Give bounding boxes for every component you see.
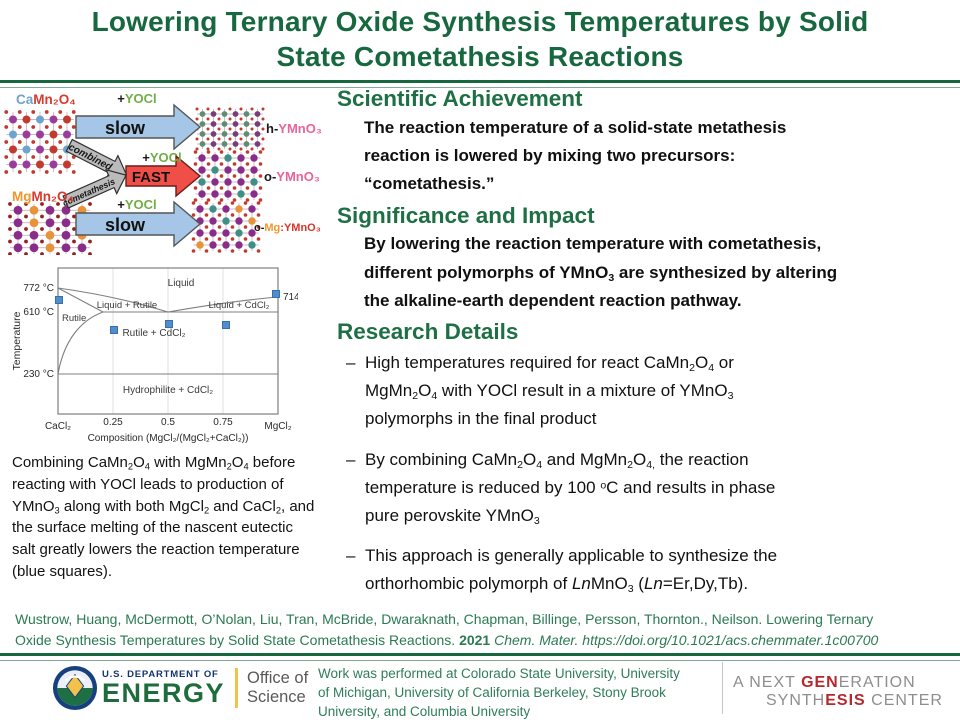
o-ymno3-structure-icon xyxy=(193,150,263,202)
slow-arrow-top-icon xyxy=(75,103,202,151)
phase-diagram-chart: Liquid Liquid + Rutile Liquid + CdCl₂ Ru… xyxy=(11,267,298,444)
title-divider xyxy=(0,80,960,88)
page-title-line2: State Cometathesis Reactions xyxy=(276,40,684,72)
region-liquid: Liquid xyxy=(168,278,195,289)
reaction-scheme-figure: combined cometathesis CaMn₂O₄ MgMn₂O₄ +Y… xyxy=(4,91,322,255)
page-title-line1: Lowering Ternary Oxide Synthesis Tempera… xyxy=(91,6,869,37)
citation: Wustrow, Huang, McDermott, O’Nolan, Liu,… xyxy=(15,611,879,648)
footer-vertical-divider xyxy=(722,662,723,714)
bullet-dash: – xyxy=(346,449,356,469)
content-column: Scientific Achievement The reaction temp… xyxy=(337,82,957,611)
research-bullet-2-text: By combining CaMn2O4 and MgMn2O4, the re… xyxy=(365,449,776,527)
data-square-2 xyxy=(110,326,118,334)
rutile-wedge-line xyxy=(57,287,104,313)
liquidus-left xyxy=(57,287,169,313)
doe-energy-text: ENERGY xyxy=(102,678,226,708)
plus-yocl-label-bottom: +YOCl xyxy=(117,197,156,212)
region-hydrophilite: Hydrophilite + CdCl₂ xyxy=(123,385,213,396)
ytick-772: 772 °C xyxy=(23,283,54,294)
region-rutile-cdcl2: Rutile + CdCl₂ xyxy=(122,328,185,339)
plot-border xyxy=(57,267,279,415)
doe-seal-icon xyxy=(52,665,98,711)
genesis-logo: A NEXT GENERATION SYNTHESIS CENTER xyxy=(733,674,953,710)
office-of-line: Office of xyxy=(247,669,309,688)
h-ymno3-structure-icon xyxy=(195,107,265,151)
y-axis-label: Temperature xyxy=(11,311,23,370)
x-axis-label: Composition (MgCl₂/(MgCl₂+CaCl₂)) xyxy=(88,433,249,444)
research-bullet-1: – High temperatures required for react C… xyxy=(346,349,957,434)
footer-divider-rule xyxy=(0,653,960,661)
data-square-3 xyxy=(165,320,173,328)
liquidus-right xyxy=(167,296,279,313)
bullet-dash: – xyxy=(346,546,356,566)
section-heading-significance-impact: Significance and Impact xyxy=(337,202,595,228)
region-liquid-cdcl2: Liquid + CdCl₂ xyxy=(209,300,270,311)
science-line: Science xyxy=(247,688,306,706)
data-square-5 xyxy=(272,290,280,298)
o-ymno3-label: o-YMnO₃ xyxy=(264,169,320,184)
plus-yocl-label-top: +YOCl xyxy=(117,91,156,106)
ytick-610: 610 °C xyxy=(23,307,54,318)
xtick-05: 0.5 xyxy=(161,417,175,428)
region-liquid-rutile: Liquid + Rutile xyxy=(97,300,157,311)
section-heading-research-details: Research Details xyxy=(337,319,519,345)
region-rutile: Rutile xyxy=(62,313,86,324)
doe-logo: U.S. DEPARTMENT OF ENERGY Office of Scie… xyxy=(52,665,308,711)
camn2o4-label: CaMn₂O₄ xyxy=(16,92,76,107)
doe-department-text: U.S. DEPARTMENT OF xyxy=(102,669,219,680)
page-title: Lowering Ternary Oxide Synthesis Tempera… xyxy=(18,5,942,74)
scientific-achievement-body: The reaction temperature of a solid-stat… xyxy=(364,117,787,194)
section-heading-scientific-achievement: Scientific Achievement xyxy=(337,86,583,111)
data-square-1 xyxy=(55,296,63,304)
genesis-line2: SYNTHESIS CENTER xyxy=(766,691,943,709)
solvus-curve xyxy=(57,311,104,375)
significance-impact-body: By lowering the reaction temperature wit… xyxy=(364,234,838,310)
h-ymno3-label: h-YMnO₃ xyxy=(266,121,322,136)
annotation-714: 714 °C xyxy=(283,292,298,303)
o-mg-ymno3-structure-icon xyxy=(191,201,261,253)
figure-caption: Combining CaMn2O4 with MgMn2O4 before rea… xyxy=(12,454,315,580)
camn2o4-structure-icon xyxy=(4,110,76,174)
research-bullet-3-text: This approach is generally applicable to… xyxy=(365,546,778,596)
fast-arrow-icon xyxy=(125,154,202,198)
research-bullet-1-text: High temperatures required for react CaM… xyxy=(365,352,734,429)
genesis-line1: A NEXT GENERATION xyxy=(733,674,916,691)
performed-at-text: Work was performed at Colorado State Uni… xyxy=(318,666,680,720)
slow-label-bottom: slow xyxy=(105,215,146,235)
ytick-230: 230 °C xyxy=(23,369,54,380)
footer: U.S. DEPARTMENT OF ENERGY Office of Scie… xyxy=(0,660,960,720)
research-details-list: – High temperatures required for react C… xyxy=(346,349,957,599)
office-of-science-text: Office of Science xyxy=(247,669,308,707)
research-bullet-2: – By combining CaMn2O4 and MgMn2O4, the … xyxy=(346,446,957,531)
xtick-cacl2: CaCl₂ xyxy=(45,421,71,432)
slow-arrow-bottom-icon xyxy=(75,200,202,248)
research-bullet-3: – This approach is generally applicable … xyxy=(346,542,957,598)
doe-office-separator xyxy=(235,668,239,708)
fast-label: FAST xyxy=(132,169,170,186)
slow-label-top: slow xyxy=(105,118,146,138)
o-mg-ymno3-label: o-Mg:YMnO₃ xyxy=(254,222,321,234)
data-square-4 xyxy=(222,321,230,329)
xtick-mgcl2: MgCl₂ xyxy=(264,421,291,432)
plus-yocl-label-middle: +YOCl xyxy=(142,150,181,165)
doe-wordmark: U.S. DEPARTMENT OF ENERGY xyxy=(102,669,225,707)
xtick-075: 0.75 xyxy=(213,417,233,428)
xtick-025: 0.25 xyxy=(103,417,123,428)
mgmn2o4-label: MgMn₂O₄ xyxy=(12,189,74,204)
bullet-dash: – xyxy=(346,352,356,372)
